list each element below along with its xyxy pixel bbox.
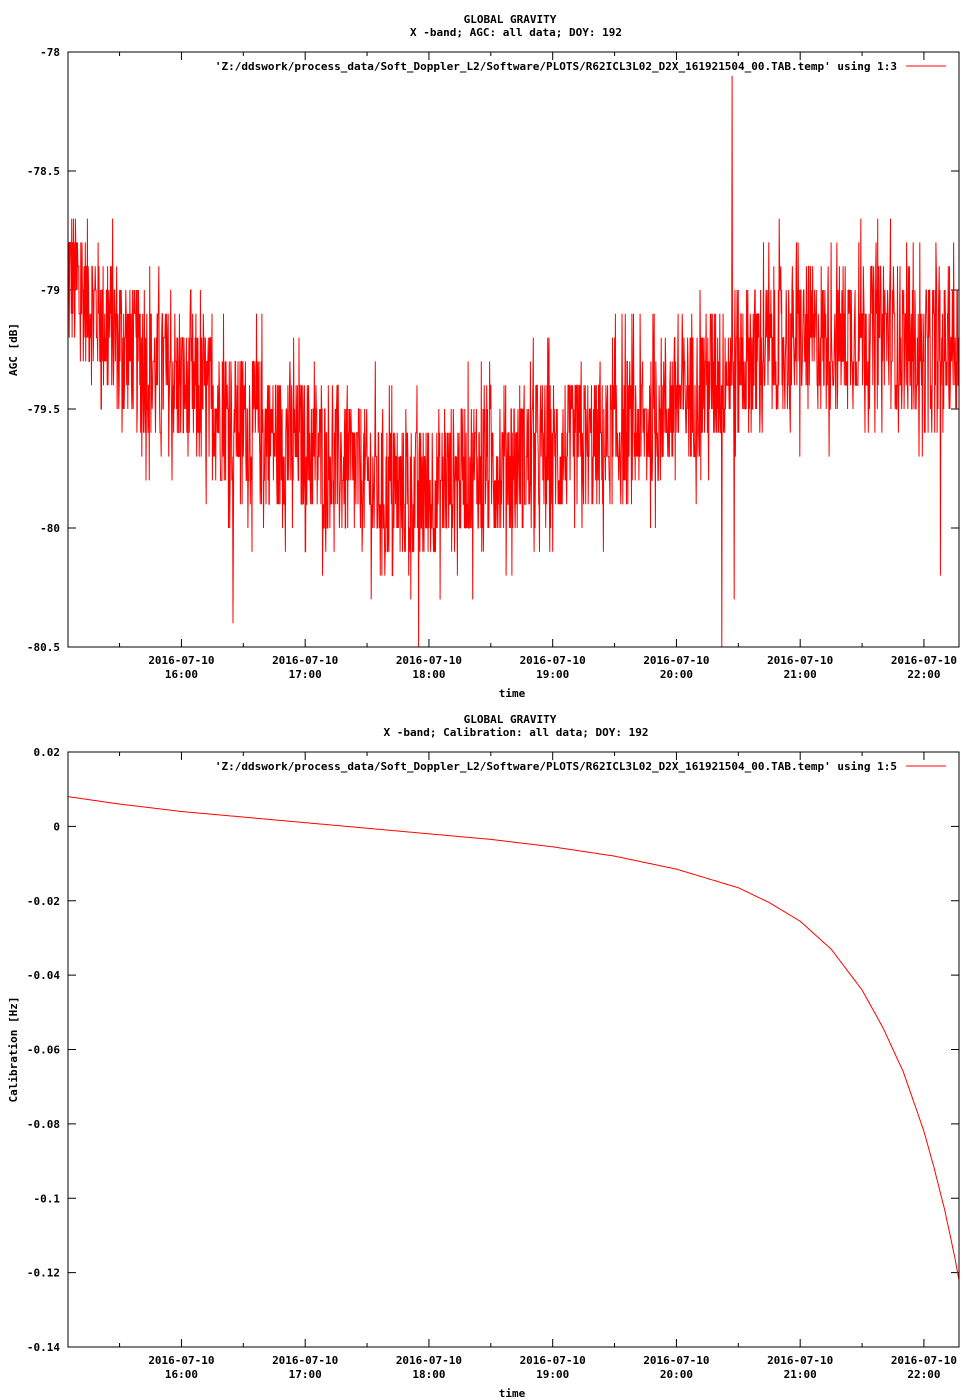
x-tick-label-time: 18:00 [412, 1368, 445, 1381]
x-tick-label-time: 18:00 [412, 668, 445, 681]
y-tick-label: -0.02 [27, 895, 60, 908]
y-tick-label: -78 [40, 46, 60, 59]
x-tick-label-date: 2016-07-10 [767, 1354, 833, 1367]
x-tick-label-date: 2016-07-10 [148, 654, 214, 667]
y-tick-label: -0.12 [27, 1267, 60, 1280]
x-tick-label-date: 2016-07-10 [643, 654, 709, 667]
y-tick-label: 0 [53, 820, 60, 833]
legend-label: 'Z:/ddswork/process_data/Soft_Doppler_L2… [215, 60, 897, 73]
x-tick-label-time: 21:00 [784, 1368, 817, 1381]
y-tick-label: -80.5 [27, 641, 60, 654]
legend-label: 'Z:/ddswork/process_data/Soft_Doppler_L2… [215, 760, 897, 773]
x-tick-label-date: 2016-07-10 [891, 654, 957, 667]
y-tick-label: 0.02 [34, 746, 61, 759]
chart-title: GLOBAL GRAVITY [464, 13, 557, 26]
x-tick-label-time: 17:00 [289, 1368, 322, 1381]
x-axis-label: time [499, 1387, 526, 1400]
x-tick-label-date: 2016-07-10 [272, 1354, 338, 1367]
x-tick-label-time: 19:00 [536, 1368, 569, 1381]
x-tick-label-time: 16:00 [165, 1368, 198, 1381]
y-axis-label: Calibration [Hz] [7, 997, 20, 1103]
x-tick-label-time: 22:00 [907, 668, 940, 681]
chart-subtitle: X -band; AGC: all data; DOY: 192 [410, 26, 622, 39]
y-tick-label: -0.14 [27, 1341, 60, 1354]
y-tick-label: -80 [40, 522, 60, 535]
x-axis-label: time [499, 687, 526, 700]
chart-title: GLOBAL GRAVITY [464, 713, 557, 726]
y-tick-label: -0.08 [27, 1118, 60, 1131]
y-tick-label: -0.04 [27, 969, 60, 982]
calibration-chart: GLOBAL GRAVITY X -band; Calibration: all … [0, 700, 980, 1400]
y-tick-label: -79.5 [27, 403, 60, 416]
x-tick-label-date: 2016-07-10 [891, 1354, 957, 1367]
x-tick-label-date: 2016-07-10 [520, 654, 586, 667]
x-tick-label-time: 17:00 [289, 668, 322, 681]
series-line [67, 75, 960, 648]
y-tick-label: -78.5 [27, 165, 60, 178]
x-tick-label-time: 20:00 [660, 1368, 693, 1381]
plot-frame [67, 751, 960, 1348]
x-tick-label-date: 2016-07-10 [272, 654, 338, 667]
y-tick-label: -0.06 [27, 1044, 60, 1057]
x-tick-label-date: 2016-07-10 [148, 1354, 214, 1367]
x-tick-label-time: 16:00 [165, 668, 198, 681]
x-tick-label-date: 2016-07-10 [396, 1354, 462, 1367]
x-tick-label-date: 2016-07-10 [396, 654, 462, 667]
x-tick-label-time: 21:00 [784, 668, 817, 681]
chart-subtitle: X -band; Calibration: all data; DOY: 192 [384, 726, 649, 739]
x-tick-label-date: 2016-07-10 [643, 1354, 709, 1367]
series-line [67, 796, 960, 1281]
y-tick-label: -0.1 [34, 1192, 61, 1205]
x-tick-label-date: 2016-07-10 [767, 654, 833, 667]
x-tick-label-date: 2016-07-10 [520, 1354, 586, 1367]
agc-chart: GLOBAL GRAVITY X -band; AGC: all data; DO… [7, 13, 960, 700]
y-axis-label: AGC [dB] [7, 323, 20, 376]
x-tick-label-time: 22:00 [907, 1368, 940, 1381]
x-tick-label-time: 19:00 [536, 668, 569, 681]
y-tick-label: -79 [40, 284, 60, 297]
x-tick-label-time: 20:00 [660, 668, 693, 681]
plot-frame [67, 51, 960, 648]
